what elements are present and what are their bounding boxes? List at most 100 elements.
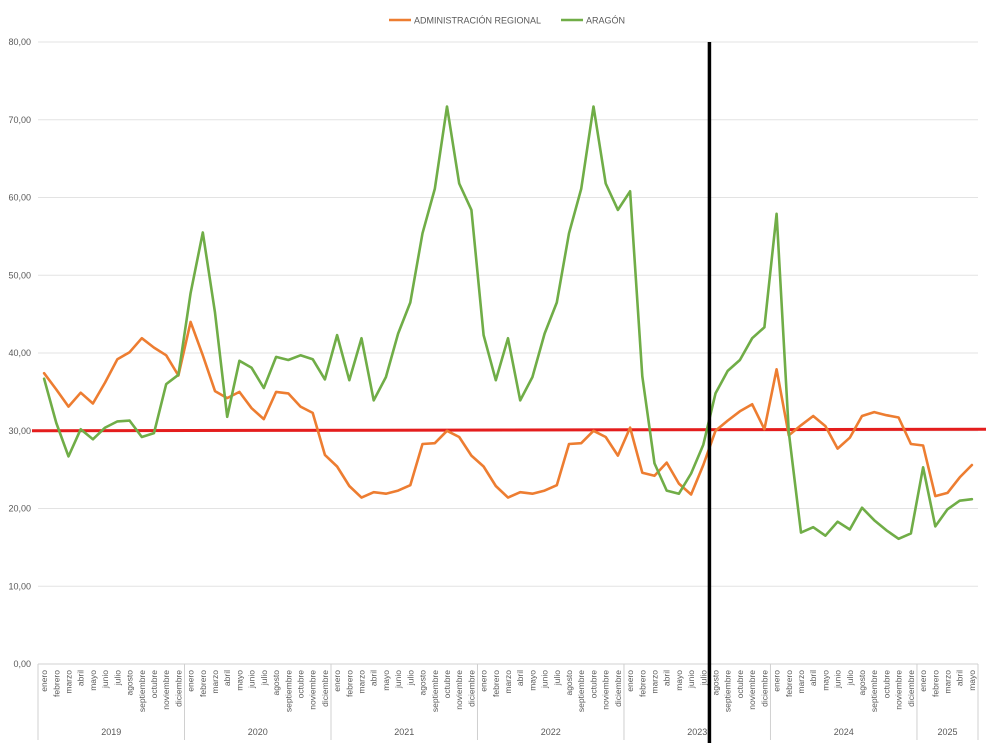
x-month-label: noviembre bbox=[308, 670, 318, 710]
series-line-1 bbox=[42, 105, 974, 541]
x-month-label: abril bbox=[808, 670, 818, 686]
x-axis: enero febrero marzo abril mayo junio julio agos… bbox=[37, 663, 979, 740]
x-month-label: agosto bbox=[418, 670, 428, 696]
reference-line-layer bbox=[31, 427, 987, 433]
x-month-label: julio bbox=[112, 670, 122, 686]
x-month-label: marzo bbox=[503, 670, 513, 694]
x-month-label: abril bbox=[662, 670, 672, 686]
x-month-label: junio bbox=[393, 670, 403, 689]
x-month-label: junio bbox=[540, 670, 550, 689]
x-month-label: junio bbox=[247, 670, 257, 689]
x-month-label: noviembre bbox=[894, 670, 904, 710]
x-month-label: mayo bbox=[967, 670, 977, 691]
x-month-label: agosto bbox=[125, 670, 135, 696]
chart-legend: ADMINISTRACIÓN REGIONAL ARAGÓN bbox=[389, 16, 625, 26]
x-month-label: abril bbox=[369, 670, 379, 686]
x-month-label: marzo bbox=[796, 670, 806, 694]
x-month-label: enero bbox=[186, 670, 196, 692]
x-year-label: 2020 bbox=[248, 727, 268, 737]
x-month-label: febrero bbox=[637, 670, 647, 697]
x-month-label: septiembre bbox=[869, 670, 879, 712]
x-month-label: octubre bbox=[588, 670, 598, 699]
x-month-label: febrero bbox=[491, 670, 501, 697]
x-month-label: agosto bbox=[711, 670, 721, 696]
x-month-label: septiembre bbox=[283, 670, 293, 712]
x-month-label: enero bbox=[39, 670, 49, 692]
x-month-label: febrero bbox=[784, 670, 794, 697]
x-month-label: diciembre bbox=[906, 670, 916, 707]
y-gridlines bbox=[38, 41, 978, 665]
x-month-label: junio bbox=[100, 670, 110, 689]
x-month-label: marzo bbox=[64, 670, 74, 694]
legend-label-1: ARAGÓN bbox=[586, 16, 625, 26]
x-month-label: marzo bbox=[649, 670, 659, 694]
x-month-label: mayo bbox=[674, 670, 684, 691]
x-month-label: diciembre bbox=[759, 670, 769, 707]
x-month-label: noviembre bbox=[601, 670, 611, 710]
x-month-label: septiembre bbox=[430, 670, 440, 712]
x-month-label: abril bbox=[76, 670, 86, 686]
x-month-label: marzo bbox=[942, 670, 952, 694]
x-year-label: 2023 bbox=[687, 727, 707, 737]
y-tick-label: 50,00 bbox=[8, 270, 31, 280]
x-month-label: enero bbox=[918, 670, 928, 692]
x-month-label: agosto bbox=[857, 670, 867, 696]
y-tick-label: 80,00 bbox=[8, 37, 31, 47]
x-month-label: noviembre bbox=[161, 670, 171, 710]
x-month-label: septiembre bbox=[576, 670, 586, 712]
x-month-label: agosto bbox=[271, 670, 281, 696]
legend-label-0: ADMINISTRACIÓN REGIONAL bbox=[414, 16, 541, 26]
x-month-label: octubre bbox=[881, 670, 891, 699]
x-month-label: junio bbox=[686, 670, 696, 689]
x-month-label: febrero bbox=[930, 670, 940, 697]
y-tick-label: 10,00 bbox=[8, 581, 31, 591]
x-month-label: julio bbox=[259, 670, 269, 686]
series-line-0 bbox=[42, 320, 974, 499]
x-month-label: julio bbox=[698, 670, 708, 686]
x-year-label: 2024 bbox=[834, 727, 854, 737]
x-month-label: julio bbox=[405, 670, 415, 686]
x-month-label: junio bbox=[833, 670, 843, 689]
x-month-label: octubre bbox=[442, 670, 452, 699]
x-month-label: enero bbox=[479, 670, 489, 692]
y-axis-ticks: 0,00 10,00 20,00 30,00 40,00 50,00 60,00 70,00 8… bbox=[8, 37, 31, 669]
x-month-label: octubre bbox=[295, 670, 305, 699]
x-month-label: febrero bbox=[344, 670, 354, 697]
x-month-label: abril bbox=[955, 670, 965, 686]
x-month-label: mayo bbox=[527, 670, 537, 691]
reference-line bbox=[31, 427, 987, 433]
x-month-label: julio bbox=[552, 670, 562, 686]
x-month-label: mayo bbox=[88, 670, 98, 691]
y-tick-label: 0,00 bbox=[13, 659, 31, 669]
x-month-label: marzo bbox=[357, 670, 367, 694]
x-month-label: enero bbox=[332, 670, 342, 692]
x-month-label: febrero bbox=[198, 670, 208, 697]
x-month-label: octubre bbox=[149, 670, 159, 699]
x-month-label: diciembre bbox=[466, 670, 476, 707]
x-month-label: mayo bbox=[234, 670, 244, 691]
x-month-label: enero bbox=[625, 670, 635, 692]
x-month-label: marzo bbox=[210, 670, 220, 694]
x-month-label: mayo bbox=[381, 670, 391, 691]
x-month-label: diciembre bbox=[613, 670, 623, 707]
x-month-label: octubre bbox=[735, 670, 745, 699]
series-layer bbox=[42, 105, 974, 541]
x-month-label: enero bbox=[772, 670, 782, 692]
x-month-label: diciembre bbox=[173, 670, 183, 707]
x-month-label: agosto bbox=[564, 670, 574, 696]
x-month-label: septiembre bbox=[137, 670, 147, 712]
y-tick-label: 70,00 bbox=[8, 115, 31, 125]
x-year-label: 2025 bbox=[937, 727, 957, 737]
x-month-label: mayo bbox=[820, 670, 830, 691]
y-tick-label: 60,00 bbox=[8, 193, 31, 203]
x-month-label: abril bbox=[222, 670, 232, 686]
x-year-label: 2019 bbox=[101, 727, 121, 737]
x-year-label: 2022 bbox=[541, 727, 561, 737]
x-month-label: febrero bbox=[51, 670, 61, 697]
x-month-label: septiembre bbox=[723, 670, 733, 712]
y-tick-label: 20,00 bbox=[8, 504, 31, 514]
x-month-label: abril bbox=[515, 670, 525, 686]
x-year-label: 2021 bbox=[394, 727, 414, 737]
y-tick-label: 40,00 bbox=[8, 348, 31, 358]
